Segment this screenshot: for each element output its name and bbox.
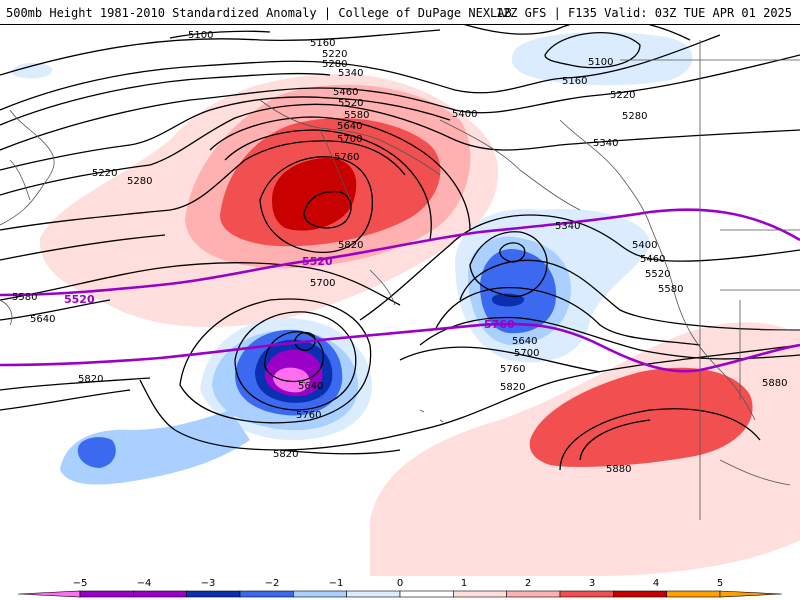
colorbar-tick-label: 0 (397, 578, 403, 589)
highlight-contour-label: 5520 (302, 255, 333, 268)
contour-label: 5520 (645, 269, 670, 280)
colorbar-segment (239, 590, 294, 598)
colorbar-segment (719, 590, 783, 598)
highlight-contour-label: 5760 (484, 318, 515, 331)
colorbar-tick-label: 1 (461, 578, 467, 589)
coastlines (0, 40, 800, 520)
colorbar-tick-label: 3 (589, 578, 595, 589)
contour-label: 5700 (337, 134, 362, 145)
contour-label: 5340 (555, 221, 580, 232)
contour-label: 5820 (78, 374, 103, 385)
colorbar-segment (613, 590, 667, 598)
contour-label: 5400 (452, 109, 477, 120)
colorbar-segment (17, 590, 81, 598)
contour-label: 5820 (273, 449, 298, 460)
negative-anomaly-central-tail (60, 410, 250, 485)
colorbar-segment (133, 590, 187, 598)
colorbar-tick-label: −4 (137, 578, 152, 589)
contour-label: 5520 (338, 98, 363, 109)
highlight-contours (0, 208, 800, 373)
contour-label: 5880 (762, 378, 787, 389)
contour-label: 5280 (127, 176, 152, 187)
colorbar-tick-label: −1 (329, 578, 344, 589)
contour-label: 5460 (640, 254, 665, 265)
contour-label: 5640 (30, 314, 55, 325)
negative-anomaly-west-blob (77, 437, 116, 468)
colorbar-segments (17, 590, 783, 598)
contour-label: 5580 (12, 292, 37, 303)
contour-label: 5760 (296, 410, 321, 421)
colorbar-tick-label: 4 (653, 578, 659, 589)
contour-label: 5100 (188, 30, 213, 41)
colorbar-segment (346, 590, 401, 598)
contour-label: 5580 (658, 284, 683, 295)
colorbar-segment (559, 590, 614, 598)
colorbar-tick-label: 5 (717, 578, 723, 589)
colorbar-segment (506, 590, 561, 598)
contour-labels: 5100 5100 5160 5160 5220 5220 5220 5280 … (12, 30, 787, 475)
colorbar-segment (453, 590, 507, 598)
contour-label: 5400 (632, 240, 657, 251)
contour-label: 5220 (322, 49, 347, 60)
map-title: 500mb Height 1981-2010 Standardized Anom… (6, 6, 512, 20)
colorbar-tick-labels: −5 −4 −3 −2 −1 0 1 2 3 4 5 (73, 578, 724, 589)
negative-anomaly-north (511, 32, 693, 86)
colorbar-segment (293, 590, 347, 598)
contour-label: 5640 (337, 121, 362, 132)
contour-label: 5820 (500, 382, 525, 393)
contour-label: 5340 (593, 138, 618, 149)
contour-label: 5100 (588, 57, 613, 68)
contour-label: 5580 (344, 110, 369, 121)
contour-label: 5220 (610, 90, 635, 101)
contour-label: 5820 (338, 240, 363, 251)
contour-label: 5640 (298, 381, 323, 392)
contour-label: 5160 (310, 38, 335, 49)
height-contours (0, 25, 800, 471)
positive-anomaly-south-mid (529, 367, 753, 467)
contour-label: 5340 (338, 68, 363, 79)
colorbar-tick-label: 2 (525, 578, 531, 589)
contour-label: 5760 (334, 152, 359, 163)
colorbar-segment (666, 590, 721, 598)
contour-label: 5700 (310, 278, 335, 289)
contour-label: 5160 (562, 76, 587, 87)
colorbar-tick-label: −2 (265, 578, 280, 589)
contour-label: 5700 (514, 348, 539, 359)
contour-label: 5280 (622, 111, 647, 122)
positive-anomaly-core (272, 157, 357, 231)
highlight-contour-label: 5520 (64, 293, 95, 306)
contour-label: 5640 (512, 336, 537, 347)
colorbar-segment (186, 590, 241, 598)
highlight-contour-labels: 5520 5520 5760 (64, 255, 515, 331)
anomaly-colorbar: −5 −4 −3 −2 −1 0 1 2 3 4 5 (0, 576, 800, 600)
contour-label: 5880 (606, 464, 631, 475)
negative-anomaly-east-strong (480, 248, 557, 334)
contour-label: 5220 (92, 168, 117, 179)
colorbar-segment (399, 590, 454, 598)
colorbar-tick-label: −5 (73, 578, 88, 589)
colorbar-tick-label: −3 (201, 578, 216, 589)
colorbar-segment (79, 590, 134, 598)
model-run-info: 12Z GFS | F135 Valid: 03Z TUE APR 01 202… (495, 6, 792, 20)
contour-label: 5460 (333, 87, 358, 98)
map-header: 500mb Height 1981-2010 Standardized Anom… (0, 0, 800, 25)
contour-label: 5280 (322, 59, 347, 70)
anomaly-map: 5100 5100 5160 5160 5220 5220 5220 5280 … (0, 25, 800, 576)
negative-anomaly-nw (11, 63, 53, 79)
contour-label: 5760 (500, 364, 525, 375)
negative-anomaly-central-core (273, 367, 310, 393)
